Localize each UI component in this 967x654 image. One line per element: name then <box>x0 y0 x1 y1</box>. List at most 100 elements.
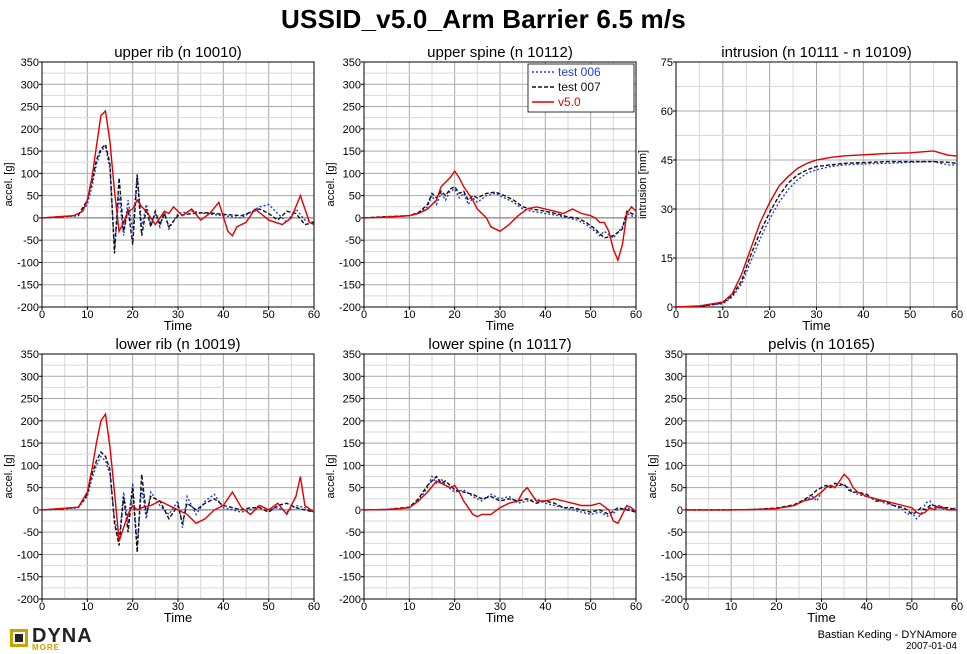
series-line-test-006 <box>42 455 314 546</box>
y-axis-label: accel. [g] <box>325 162 337 206</box>
chart-title: intrusion (n 10111 - n 10109) <box>721 44 911 61</box>
x-tick-label: 10 <box>81 309 93 321</box>
y-tick-label: 0 <box>33 505 39 517</box>
y-tick-label: -100 <box>339 549 361 561</box>
y-tick-label: 75 <box>661 57 673 69</box>
y-tick-label: 350 <box>665 349 683 361</box>
x-tick-label: 30 <box>815 601 827 613</box>
chart-panel-6: 0 10 20 30 40 50 60 -200 -150 -100 -50 0 50 100 150 200… <box>647 336 963 625</box>
x-tick-label: 30 <box>494 601 506 613</box>
x-tick-label: 60 <box>630 309 642 321</box>
y-tick-label: -200 <box>17 302 39 314</box>
series-line-v5-0 <box>676 150 957 307</box>
x-tick-label: 40 <box>861 601 873 613</box>
series-line-test-007 <box>676 160 957 307</box>
series-line-test-006 <box>676 160 957 307</box>
chart-title: upper rib (n 10010) <box>114 44 242 61</box>
x-tick-label: 40 <box>539 601 551 613</box>
chart-title: upper spine (n 10112) <box>427 44 573 61</box>
dynamore-logo-icon <box>10 629 28 647</box>
series-line-test-006 <box>364 188 636 239</box>
series-line-test-007 <box>42 143 314 254</box>
series-line-test-006 <box>364 475 636 518</box>
y-tick-label: -50 <box>345 527 361 539</box>
y-tick-label: 50 <box>27 483 39 495</box>
page-title: USSID_v5.0_Arm Barrier 6.5 m/s <box>281 4 686 34</box>
y-axis-label: accel. [g] <box>325 454 337 498</box>
x-tick-label: 50 <box>263 601 275 613</box>
x-tick-label: 20 <box>764 309 776 321</box>
y-tick-label: 0 <box>355 213 361 225</box>
y-tick-label: 250 <box>343 102 361 114</box>
y-tick-label: 100 <box>665 460 683 472</box>
x-tick-label: 30 <box>494 309 506 321</box>
x-tick-label: 0 <box>361 601 367 613</box>
y-tick-label: 150 <box>665 438 683 450</box>
y-tick-label: 250 <box>343 394 361 406</box>
y-tick-label: 0 <box>667 302 673 314</box>
x-tick-label: 30 <box>172 601 184 613</box>
y-tick-label: 250 <box>665 394 683 406</box>
y-axis-label: intrusion [mm] <box>637 150 649 219</box>
x-tick-label: 30 <box>810 309 822 321</box>
y-tick-label: 50 <box>671 483 683 495</box>
y-axis-label: accel. [g] <box>3 454 15 498</box>
chart-panel-5: 0 10 20 30 40 50 60 -200 -150 -100 -50 0 50 100 150 200… <box>325 336 642 625</box>
x-tick-label: 10 <box>403 601 415 613</box>
x-tick-label: 10 <box>403 309 415 321</box>
y-tick-label: 350 <box>343 349 361 361</box>
x-tick-label: 40 <box>217 601 229 613</box>
y-tick-label: 100 <box>343 168 361 180</box>
document-date: 2007-01-04 <box>905 641 957 652</box>
legend-entry-label: test 006 <box>558 65 601 79</box>
y-tick-label: -150 <box>17 572 39 584</box>
series-line-test-007 <box>364 185 636 239</box>
series-line-test-007 <box>364 475 636 516</box>
y-tick-label: -100 <box>17 549 39 561</box>
y-tick-label: 250 <box>21 102 39 114</box>
y-tick-label: -200 <box>661 594 683 606</box>
y-tick-label: -100 <box>339 257 361 269</box>
chart-panel-3: 0 10 20 30 40 50 60 0 15 30 45 60 75 intrusion (n 101… <box>637 44 963 333</box>
y-tick-label: -50 <box>345 235 361 247</box>
x-tick-label: 0 <box>39 309 45 321</box>
x-tick-label: 50 <box>263 309 275 321</box>
x-tick-label: 20 <box>127 601 139 613</box>
x-tick-label: 10 <box>725 601 737 613</box>
y-tick-label: 300 <box>21 79 39 91</box>
x-tick-label: 0 <box>683 601 689 613</box>
x-axis-label: Time <box>486 318 514 333</box>
y-axis-label: accel. [g] <box>3 162 15 206</box>
y-tick-label: 50 <box>27 191 39 203</box>
y-tick-label: 30 <box>661 204 673 216</box>
x-axis-label: Time <box>802 318 830 333</box>
y-tick-label: 200 <box>343 124 361 136</box>
y-tick-label: 0 <box>355 505 361 517</box>
x-tick-label: 0 <box>39 601 45 613</box>
y-tick-label: 150 <box>21 146 39 158</box>
y-tick-label: 200 <box>343 416 361 428</box>
series-line-v5-0 <box>42 412 314 542</box>
y-tick-label: -150 <box>339 572 361 584</box>
x-tick-label: 30 <box>172 309 184 321</box>
y-tick-label: 300 <box>343 371 361 383</box>
series-line-v5-0 <box>364 169 636 263</box>
x-tick-label: 40 <box>539 309 551 321</box>
y-tick-label: 0 <box>677 505 683 517</box>
dynamore-logo: DYNA MORE <box>10 625 110 652</box>
x-tick-label: 20 <box>449 601 461 613</box>
chart-panel-1: 0 10 20 30 40 50 60 -200 -150 -100 -50 0 50 100 150 200… <box>3 44 320 333</box>
y-axis-label: accel. [g] <box>647 454 659 498</box>
y-tick-label: 200 <box>21 416 39 428</box>
y-tick-label: 100 <box>21 168 39 180</box>
x-tick-label: 10 <box>717 309 729 321</box>
y-tick-label: 150 <box>21 438 39 450</box>
x-tick-label: 40 <box>217 309 229 321</box>
logo-subtext: MORE <box>32 643 60 652</box>
logo-wordmark: DYNA <box>32 625 93 647</box>
grid-lines <box>41 61 315 308</box>
x-tick-label: 20 <box>449 309 461 321</box>
x-tick-label: 10 <box>81 601 93 613</box>
